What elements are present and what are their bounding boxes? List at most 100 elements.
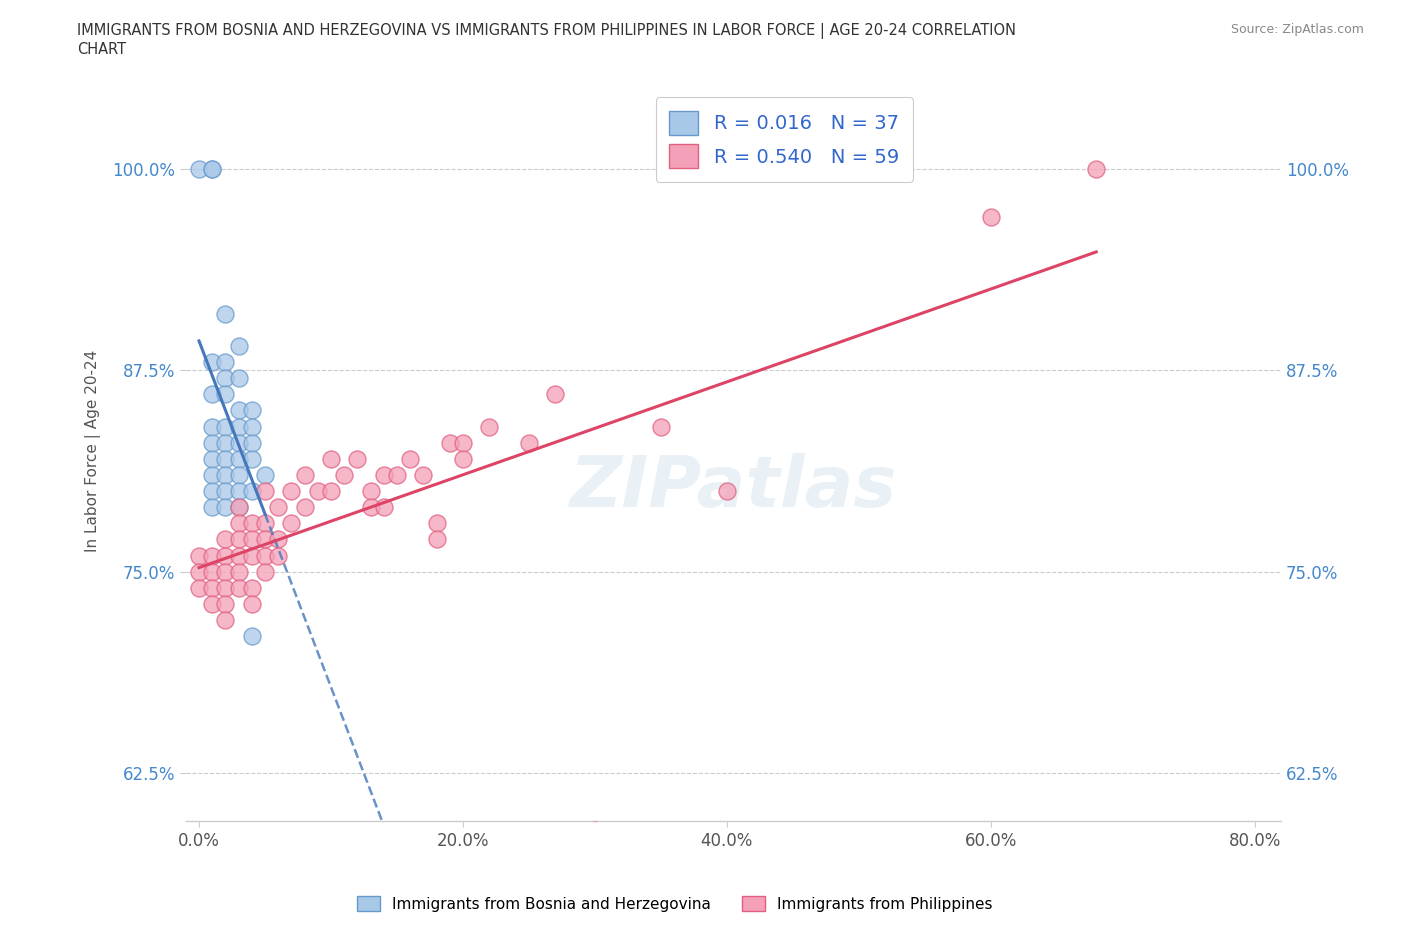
- Point: [214, 484, 236, 498]
- Point: [439, 435, 461, 450]
- Point: [650, 419, 672, 434]
- Point: [228, 499, 250, 514]
- Point: [240, 532, 263, 547]
- Point: [360, 499, 382, 514]
- Point: [214, 468, 236, 483]
- Point: [583, 822, 606, 837]
- Point: [201, 596, 224, 611]
- Point: [228, 468, 250, 483]
- Point: [307, 484, 329, 498]
- Point: [228, 499, 250, 514]
- Point: [228, 580, 250, 595]
- Point: [228, 451, 250, 466]
- Legend: Immigrants from Bosnia and Herzegovina, Immigrants from Philippines: Immigrants from Bosnia and Herzegovina, …: [352, 889, 998, 918]
- Point: [980, 209, 1002, 224]
- Point: [214, 354, 236, 369]
- Point: [240, 419, 263, 434]
- Point: [201, 565, 224, 579]
- Point: [228, 532, 250, 547]
- Point: [214, 499, 236, 514]
- Point: [201, 161, 224, 176]
- Point: [201, 499, 224, 514]
- Text: CHART: CHART: [77, 42, 127, 57]
- Point: [228, 371, 250, 386]
- Point: [214, 387, 236, 402]
- Point: [201, 354, 224, 369]
- Text: ZIPatlas: ZIPatlas: [569, 453, 897, 523]
- Point: [201, 419, 224, 434]
- Point: [214, 613, 236, 628]
- Point: [214, 580, 236, 595]
- Point: [373, 468, 395, 483]
- Point: [346, 451, 368, 466]
- Point: [228, 548, 250, 563]
- Point: [360, 484, 382, 498]
- Point: [214, 451, 236, 466]
- Point: [240, 403, 263, 418]
- Point: [228, 484, 250, 498]
- Point: [228, 516, 250, 531]
- Point: [373, 499, 395, 514]
- Point: [188, 161, 211, 176]
- Point: [319, 451, 342, 466]
- Point: [253, 484, 276, 498]
- Point: [425, 532, 447, 547]
- Point: [214, 596, 236, 611]
- Point: [544, 387, 567, 402]
- Point: [201, 435, 224, 450]
- Point: [240, 451, 263, 466]
- Point: [240, 548, 263, 563]
- Point: [267, 548, 290, 563]
- Point: [253, 516, 276, 531]
- Point: [214, 565, 236, 579]
- Point: [201, 548, 224, 563]
- Point: [214, 306, 236, 321]
- Text: IMMIGRANTS FROM BOSNIA AND HERZEGOVINA VS IMMIGRANTS FROM PHILIPPINES IN LABOR F: IMMIGRANTS FROM BOSNIA AND HERZEGOVINA V…: [77, 23, 1017, 39]
- Point: [240, 435, 263, 450]
- Point: [201, 451, 224, 466]
- Point: [267, 499, 290, 514]
- Legend: R = 0.016   N = 37, R = 0.540   N = 59: R = 0.016 N = 37, R = 0.540 N = 59: [655, 98, 912, 181]
- Point: [425, 516, 447, 531]
- Point: [228, 339, 250, 353]
- Point: [253, 532, 276, 547]
- Point: [385, 468, 408, 483]
- Y-axis label: In Labor Force | Age 20-24: In Labor Force | Age 20-24: [86, 350, 101, 551]
- Point: [188, 580, 211, 595]
- Point: [201, 161, 224, 176]
- Point: [240, 629, 263, 644]
- Point: [240, 580, 263, 595]
- Point: [253, 565, 276, 579]
- Point: [228, 403, 250, 418]
- Point: [214, 435, 236, 450]
- Point: [214, 548, 236, 563]
- Point: [716, 484, 738, 498]
- Point: [228, 419, 250, 434]
- Point: [240, 516, 263, 531]
- Text: Source: ZipAtlas.com: Source: ZipAtlas.com: [1230, 23, 1364, 36]
- Point: [1085, 161, 1108, 176]
- Point: [412, 468, 434, 483]
- Point: [253, 468, 276, 483]
- Point: [201, 484, 224, 498]
- Point: [214, 419, 236, 434]
- Point: [267, 532, 290, 547]
- Point: [294, 468, 316, 483]
- Point: [280, 484, 302, 498]
- Point: [188, 565, 211, 579]
- Point: [294, 499, 316, 514]
- Point: [517, 435, 540, 450]
- Point: [214, 371, 236, 386]
- Point: [280, 516, 302, 531]
- Point: [228, 565, 250, 579]
- Point: [240, 596, 263, 611]
- Point: [201, 580, 224, 595]
- Point: [228, 435, 250, 450]
- Point: [399, 451, 422, 466]
- Point: [214, 532, 236, 547]
- Point: [478, 419, 501, 434]
- Point: [188, 548, 211, 563]
- Point: [333, 468, 356, 483]
- Point: [240, 484, 263, 498]
- Point: [201, 468, 224, 483]
